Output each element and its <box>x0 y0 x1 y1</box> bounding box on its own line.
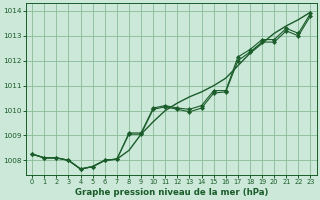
X-axis label: Graphe pression niveau de la mer (hPa): Graphe pression niveau de la mer (hPa) <box>75 188 268 197</box>
